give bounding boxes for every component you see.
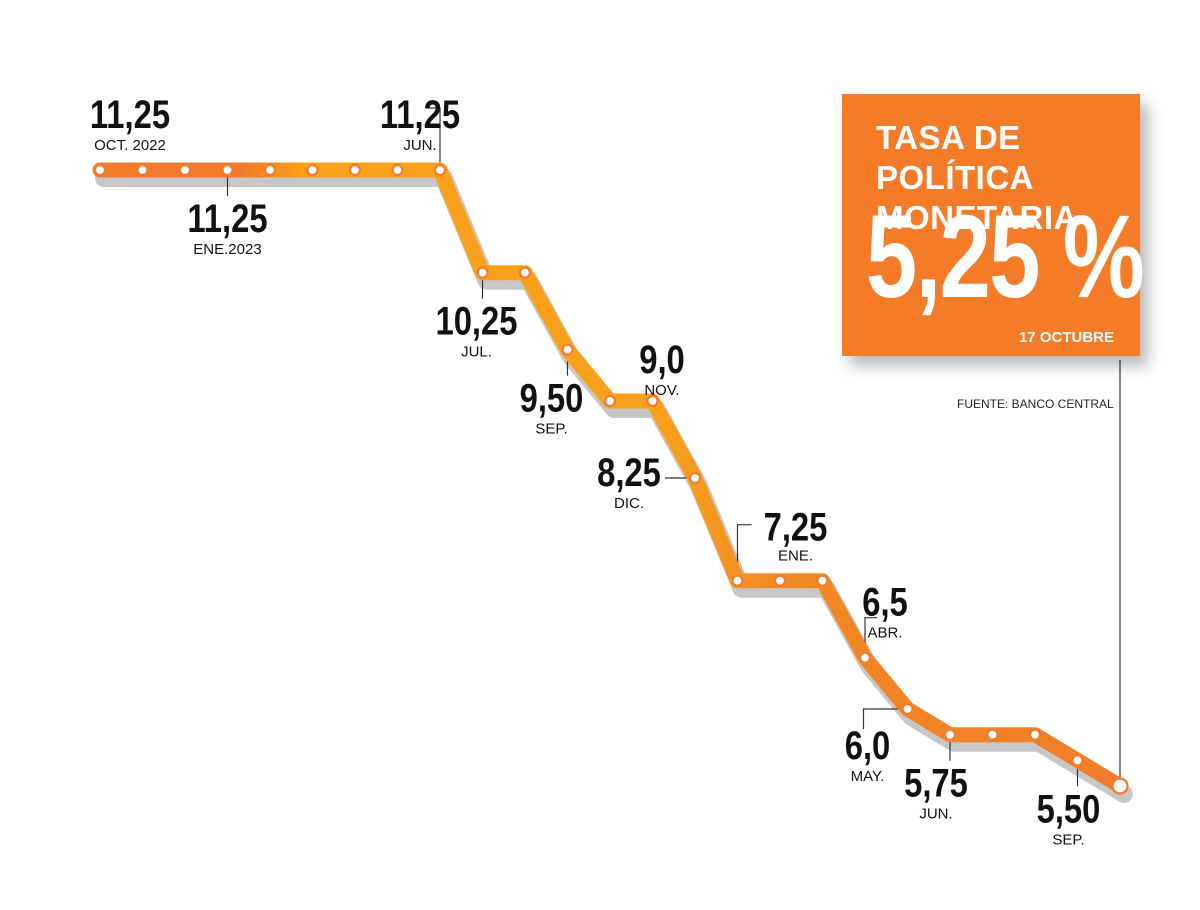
data-label-date-18: ABR.: [867, 625, 902, 642]
data-point-8: [433, 163, 447, 177]
data-point-16: [773, 574, 787, 587]
data-point-9: [476, 266, 489, 279]
callout-date: 17 OCTUBRE: [1018, 329, 1114, 346]
source-note: FUENTE: BANCO CENTRAL: [957, 397, 1114, 411]
data-label-value-0: 11,25: [90, 92, 170, 137]
data-label-date-14: DIC.: [614, 495, 644, 512]
callout-title-line-2: MONETARIA: [876, 199, 1078, 236]
data-point-19: [901, 702, 914, 716]
data-label-value-14: 8,25: [597, 450, 661, 495]
label-leader-8: [426, 107, 441, 164]
data-point-21: [986, 728, 999, 741]
data-point-4: [263, 163, 277, 177]
series-line-shadow: [95, 169, 1133, 803]
data-point-7: [391, 163, 404, 177]
callout-title-line-1: TASA DE POLÍTICA: [876, 119, 1034, 196]
data-label-value-11: 9,50: [520, 376, 584, 421]
label-leader-15: [736, 524, 752, 575]
data-label-date-8: JUN.: [403, 137, 436, 154]
data-label-date-12: NOV.: [644, 382, 679, 399]
data-point-14: [688, 471, 702, 485]
data-label-value-20: 5,75: [904, 761, 968, 806]
data-label-value-19: 6,0: [845, 723, 891, 768]
data-point-17: [816, 574, 829, 587]
data-point-2: [178, 163, 192, 177]
data-label-value-12: 9,0: [639, 337, 685, 382]
data-label-date-0: OCT. 2022: [94, 137, 166, 154]
policy-rate-callout: TASA DE POLÍTICA MONETARIA 5,25 % 17 OCT…: [842, 94, 1145, 356]
label-leader-18: [864, 617, 877, 652]
data-label-date-15: ENE.: [778, 548, 813, 565]
data-label-date-23: SEP.: [1052, 831, 1084, 848]
data-point-10: [518, 266, 532, 279]
data-point-15: [731, 574, 744, 587]
data-label-date-19: MAY.: [851, 768, 885, 785]
data-point-3: [221, 163, 234, 177]
series-line-shadow-path: [95, 169, 1133, 803]
data-point-12: [603, 394, 617, 408]
data-label-value-15: 7,25: [764, 505, 828, 550]
data-label-value-18: 6,5: [862, 580, 908, 625]
data-label-date-11: SEP.: [535, 421, 567, 438]
data-label-value-23: 5,50: [1037, 786, 1101, 831]
data-label-value-3: 11,25: [187, 196, 267, 241]
data-label-value-9: 10,25: [435, 299, 517, 344]
callout-rate-value: 5,25 %: [866, 191, 1145, 323]
data-label-date-9: JUL.: [461, 344, 492, 361]
data-label-value-8: 11,25: [380, 92, 460, 137]
data-label-date-3: ENE.2023: [193, 241, 261, 258]
data-point-6: [348, 163, 362, 177]
data-point-18: [858, 651, 872, 664]
data-point-1: [136, 163, 149, 177]
data-point-22: [1028, 728, 1042, 741]
data-point-24: [1111, 777, 1129, 795]
data-point-0: [93, 163, 107, 177]
data-point-20: [943, 728, 957, 741]
data-label-date-20: JUN.: [919, 806, 952, 823]
data-point-23: [1071, 754, 1084, 767]
callout-title: TASA DE POLÍTICA MONETARIA: [876, 118, 1136, 238]
data-point-11: [561, 343, 574, 356]
data-points: [93, 163, 1129, 795]
data-point-13: [646, 394, 659, 408]
data-point-5: [306, 163, 319, 177]
